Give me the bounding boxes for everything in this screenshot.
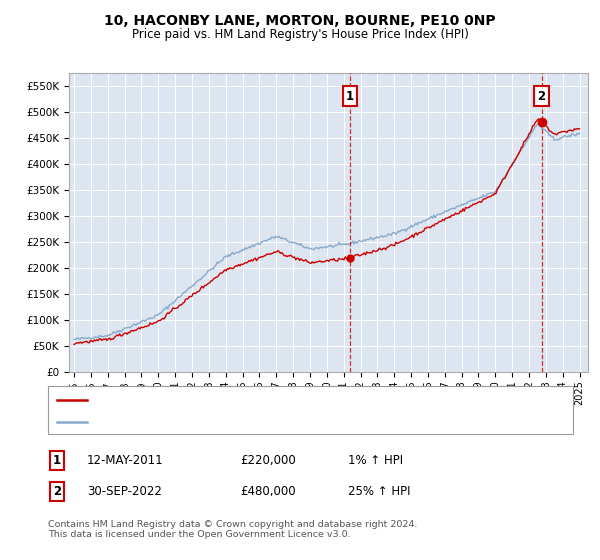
Text: 10, HACONBY LANE, MORTON, BOURNE, PE10 0NP: 10, HACONBY LANE, MORTON, BOURNE, PE10 0… [104,14,496,28]
Text: 1% ↑ HPI: 1% ↑ HPI [348,454,403,467]
Text: £220,000: £220,000 [240,454,296,467]
Text: 10, HACONBY LANE, MORTON, BOURNE, PE10 0NP (detached house): 10, HACONBY LANE, MORTON, BOURNE, PE10 0… [91,395,446,405]
Text: 2: 2 [53,484,61,498]
Text: 25% ↑ HPI: 25% ↑ HPI [348,484,410,498]
Text: 2: 2 [538,90,546,102]
Text: 1: 1 [53,454,61,467]
Text: 30-SEP-2022: 30-SEP-2022 [87,484,162,498]
Text: 1: 1 [346,90,354,102]
Text: Contains HM Land Registry data © Crown copyright and database right 2024.
This d: Contains HM Land Registry data © Crown c… [48,520,418,539]
Text: HPI: Average price, detached house, South Kesteven: HPI: Average price, detached house, Sout… [91,417,365,427]
Text: £480,000: £480,000 [240,484,296,498]
Text: 12-MAY-2011: 12-MAY-2011 [87,454,164,467]
Text: Price paid vs. HM Land Registry's House Price Index (HPI): Price paid vs. HM Land Registry's House … [131,28,469,41]
